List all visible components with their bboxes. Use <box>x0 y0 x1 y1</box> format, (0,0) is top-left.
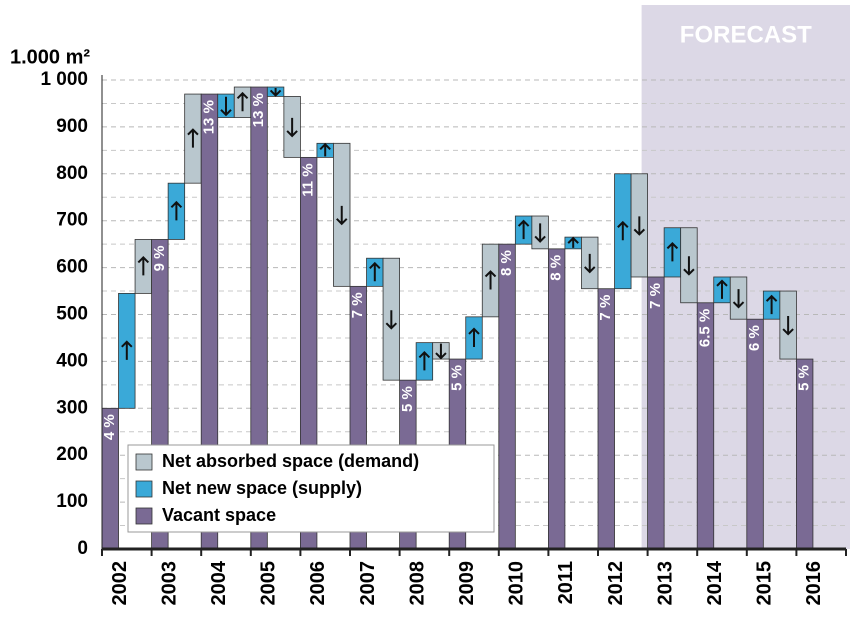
rate-label: 6 % <box>746 325 763 351</box>
bar <box>597 288 615 550</box>
y-tick-label: 900 <box>56 116 88 137</box>
arrow <box>121 340 133 360</box>
x-tick-label: 2011 <box>555 561 577 604</box>
rate-label: 7 % <box>349 292 366 318</box>
arrow <box>584 253 596 274</box>
x-tick-label: 2008 <box>406 561 428 606</box>
arrow <box>765 294 778 315</box>
arrow <box>484 270 497 290</box>
x-tick-label: 2012 <box>605 561 627 606</box>
rate-label: 11 % <box>300 163 317 196</box>
arrow <box>137 256 150 276</box>
rate-label: 7 % <box>597 295 614 321</box>
arrow <box>517 219 530 240</box>
arrow <box>385 310 398 330</box>
arrow <box>369 261 381 282</box>
rate-label: 13 % <box>200 100 217 134</box>
arrow <box>782 316 794 336</box>
arrow <box>170 200 183 221</box>
arrow <box>683 256 695 276</box>
x-tick-label: 2002 <box>109 561 131 606</box>
arrow <box>286 117 298 138</box>
legend-swatch <box>135 507 153 525</box>
y-tick-label: 400 <box>56 350 88 371</box>
rate-label: 9 % <box>151 245 168 271</box>
rate-label: 5 % <box>796 365 813 391</box>
rate-label: 7 % <box>647 283 664 309</box>
x-tick-label: 2014 <box>704 560 726 605</box>
y-tick-label: 300 <box>56 397 88 418</box>
rate-label: 5 % <box>448 365 465 391</box>
x-tick-label: 2005 <box>258 561 280 606</box>
y-tick-label: 0 <box>77 538 88 559</box>
arrow <box>617 220 629 241</box>
y-tick-label: 200 <box>56 444 88 465</box>
x-tick-label: 2004 <box>208 560 230 605</box>
arrow <box>269 88 282 97</box>
arrow <box>336 205 348 226</box>
x-tick-label: 2007 <box>357 561 379 606</box>
arrow <box>220 96 232 117</box>
rate-label: 4 % <box>101 414 118 440</box>
y-tick-label: 600 <box>56 257 88 278</box>
bar <box>548 248 566 550</box>
legend-label: Vacant space <box>162 505 276 525</box>
legend-box <box>127 444 495 533</box>
x-tick-label: 2016 <box>803 561 825 606</box>
legend-label: Net new space (supply) <box>162 478 362 498</box>
arrow <box>187 128 199 148</box>
bar <box>647 276 665 550</box>
axis-unit: 1.000 m² <box>10 46 90 68</box>
x-tick-label: 2015 <box>754 561 776 606</box>
y-tick-label: 100 <box>56 491 88 512</box>
x-tick-label: 2006 <box>307 561 329 606</box>
arrow <box>236 91 249 112</box>
legend-swatch <box>135 453 153 471</box>
x-tick-label: 2010 <box>506 561 528 606</box>
y-tick-label: 500 <box>56 304 88 325</box>
forecast-label: FORECAST <box>680 21 812 48</box>
x-tick-label: 2013 <box>654 561 676 606</box>
arrow <box>468 327 480 347</box>
x-tick-label: 2003 <box>158 561 180 606</box>
y-tick-label: 1 000 <box>40 69 88 90</box>
arrow <box>418 350 431 371</box>
arrow <box>567 236 579 248</box>
arrow <box>732 289 745 309</box>
rate-label: 13 % <box>250 93 267 127</box>
arrow <box>716 279 728 299</box>
rate-label: 8 % <box>548 255 565 281</box>
bar <box>746 318 764 550</box>
arrow <box>319 142 331 157</box>
x-tick-label: 2009 <box>456 561 478 606</box>
bar <box>498 243 516 550</box>
legend-label: Net absorbed space (demand) <box>162 451 419 471</box>
rate-label: 8 % <box>498 250 515 276</box>
arrow <box>633 216 646 236</box>
y-tick-label: 700 <box>56 210 88 231</box>
arrow <box>435 343 447 360</box>
legend-swatch <box>135 480 153 498</box>
arrow <box>534 223 546 243</box>
rate-label: 5 % <box>399 386 416 412</box>
rate-label: 6.5 % <box>696 309 713 347</box>
y-tick-label: 800 <box>56 163 88 184</box>
arrow <box>666 241 679 262</box>
